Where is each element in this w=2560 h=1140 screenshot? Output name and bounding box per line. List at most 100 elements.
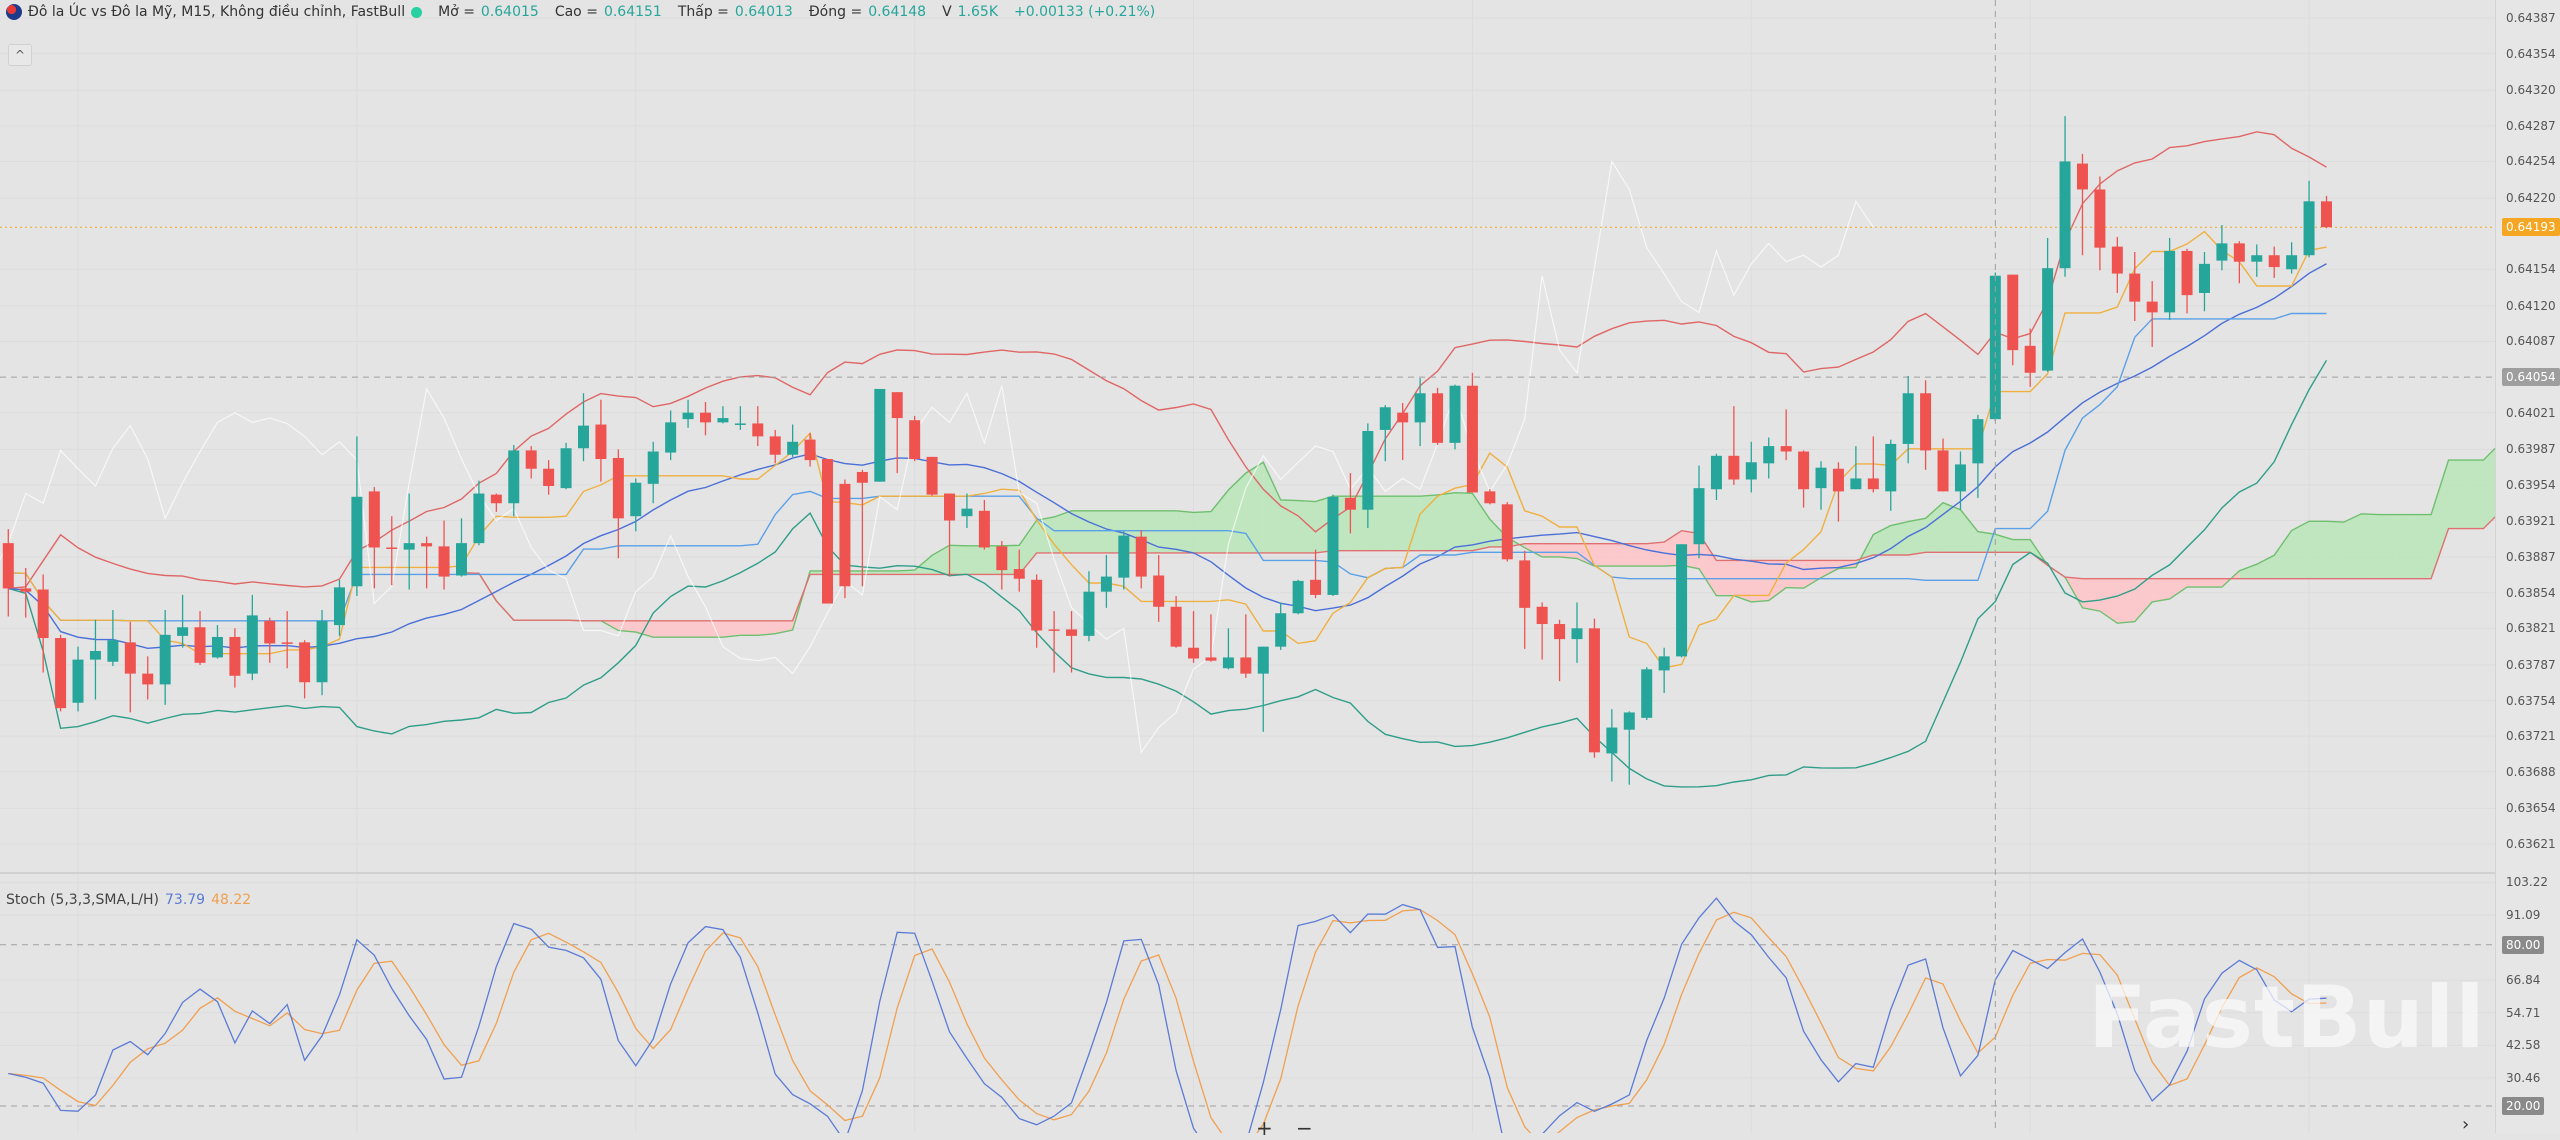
- candle: [1066, 611, 1078, 673]
- candle-body: [2320, 201, 2332, 228]
- ichimoku-cloud-segment: [722, 620, 741, 638]
- ichimoku-cloud-segment: [1176, 510, 1194, 553]
- candle-body: [368, 491, 380, 548]
- ichimoku-cloud-segment: [1594, 543, 1612, 567]
- zoom-out-button[interactable]: −: [1296, 1116, 1313, 1140]
- candle: [996, 540, 1008, 590]
- candle-body: [1989, 275, 2001, 420]
- ichimoku-cloud-segment: [1629, 543, 1647, 567]
- candle-body: [473, 493, 485, 544]
- candle: [403, 493, 415, 590]
- price-chart[interactable]: [0, 0, 2495, 1133]
- stoch-d-line: [8, 908, 2327, 1133]
- ichimoku-cloud-segment: [2483, 448, 2495, 529]
- candle-body: [1188, 647, 1200, 659]
- price-tick-label: 0.64354: [2506, 46, 2556, 61]
- candle-body: [752, 423, 764, 437]
- candle: [490, 493, 502, 512]
- candle-body: [978, 510, 990, 548]
- price-axis[interactable]: 0.64193 0.64054 80.00 20.00 0.64387 0.643…: [2495, 0, 2560, 1133]
- candle-body: [944, 493, 956, 521]
- ichimoku-cloud-segment: [2152, 578, 2170, 602]
- candle: [595, 399, 607, 482]
- candle: [177, 594, 189, 648]
- ichimoku-cloud-segment: [1646, 542, 1665, 567]
- candle: [717, 406, 729, 424]
- candle: [647, 441, 659, 504]
- price-tick-label: 0.64287: [2506, 118, 2556, 133]
- candle: [159, 610, 171, 705]
- candle-body: [1170, 606, 1182, 647]
- candle-body: [89, 650, 101, 660]
- candle: [700, 401, 711, 436]
- volume-value: 1.65K: [957, 4, 999, 20]
- candle-body: [508, 450, 520, 504]
- candle: [351, 436, 363, 596]
- ichimoku-cloud-segment: [2187, 578, 2205, 588]
- candle-body: [333, 587, 345, 626]
- ichimoku-cloud-segment: [914, 555, 933, 575]
- price-tick-label: 0.64320: [2506, 83, 2556, 98]
- candle: [142, 656, 154, 700]
- candle: [1362, 423, 1374, 529]
- candle-body: [1885, 443, 1897, 492]
- candle-body: [1937, 450, 1949, 492]
- candle-body: [2094, 189, 2106, 248]
- candle-body: [647, 451, 659, 484]
- stoch-tick-label: 30.46: [2506, 1070, 2541, 1085]
- candle-body: [560, 448, 572, 489]
- candle: [2286, 242, 2298, 274]
- candle: [577, 393, 589, 462]
- candle-body: [1536, 606, 1548, 625]
- candle: [2007, 274, 2019, 366]
- ichimoku-cloud-segment: [2431, 460, 2449, 579]
- candle: [1449, 384, 1461, 450]
- candle-body: [1641, 669, 1653, 718]
- candle: [1954, 451, 1966, 510]
- price-tick-label: 0.64120: [2506, 298, 2556, 313]
- candle: [1641, 667, 1653, 720]
- price-tick-label: 0.64021: [2506, 405, 2556, 420]
- scroll-right-button[interactable]: ›: [2462, 1114, 2470, 1135]
- ichimoku-cloud-segment: [1960, 509, 1978, 553]
- candle-body: [1013, 569, 1025, 579]
- candle-body: [1327, 496, 1339, 595]
- candle: [2251, 244, 2263, 277]
- ichimoku-kijun: [8, 312, 2327, 622]
- candle: [1327, 494, 1339, 596]
- stoch-k-line: [8, 897, 2327, 1133]
- candle-body: [1920, 393, 1932, 451]
- candle-body: [229, 636, 241, 676]
- stoch-legend[interactable]: Stoch (5,3,3,SMA,L/H) 73.79 48.22: [6, 892, 251, 908]
- ichimoku-cloud-segment: [2117, 578, 2135, 624]
- candle: [926, 456, 938, 496]
- candle: [194, 611, 206, 665]
- candle-body: [2303, 201, 2315, 256]
- ichimoku-cloud-segment: [1751, 560, 1769, 602]
- zoom-in-button[interactable]: +: [1256, 1116, 1273, 1140]
- candle-body: [2251, 255, 2263, 262]
- candle: [822, 459, 834, 604]
- candle: [1536, 602, 1548, 660]
- ichimoku-cloud-segment: [2274, 530, 2292, 579]
- price-tick-label: 0.63688: [2506, 764, 2556, 779]
- price-tick-label: 0.64154: [2506, 262, 2556, 277]
- candle-body: [1031, 579, 1043, 631]
- price-tick-label: 0.64087: [2506, 334, 2556, 349]
- candle: [1292, 579, 1304, 615]
- candle-body: [1501, 504, 1513, 560]
- candle-body: [37, 589, 49, 639]
- low-label: Thấp =: [677, 4, 729, 20]
- collapse-legend-button[interactable]: ^: [8, 44, 32, 66]
- candle-body: [1205, 657, 1217, 661]
- candle: [2233, 241, 2245, 284]
- candle-body: [1519, 560, 1531, 608]
- ichimoku-cloud-segment: [1803, 560, 1822, 589]
- candle-body: [455, 543, 467, 576]
- symbol-title[interactable]: Đô la Úc vs Đô la Mỹ, M15, Không điều ch…: [28, 4, 406, 20]
- price-tick-label: 0.63987: [2506, 442, 2556, 457]
- candle-body: [1728, 455, 1740, 480]
- ichimoku-cloud-segment: [1158, 510, 1177, 553]
- candle-body: [926, 456, 938, 495]
- candle: [1153, 555, 1165, 622]
